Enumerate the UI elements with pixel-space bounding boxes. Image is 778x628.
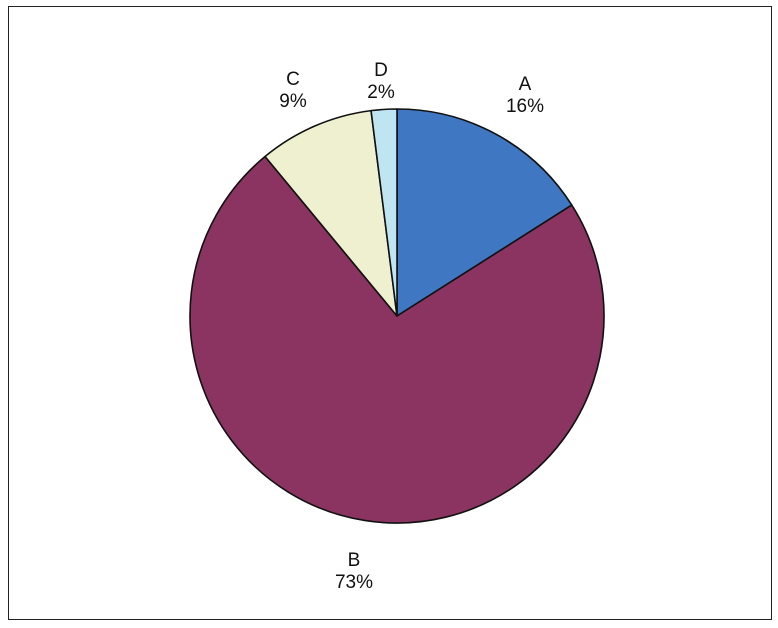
slice-label-b: B 73% (335, 550, 373, 593)
pie-slice-b (189, 155, 605, 524)
slice-category-d: D (374, 60, 388, 81)
pie-labels: A 16% B 73% C 9% D 2% (279, 60, 544, 593)
slice-category-a: A (519, 74, 532, 95)
pie-slice-a (396, 108, 573, 317)
slice-label-c: C 9% (279, 69, 307, 112)
slice-category-c: C (286, 69, 300, 90)
pie-slices (189, 108, 605, 524)
pie-slice-d (370, 108, 398, 317)
pie-slice-c (264, 109, 398, 317)
slice-percent-b: 73% (335, 572, 373, 593)
slice-category-b: B (348, 550, 361, 571)
slice-label-d: D 2% (367, 60, 395, 103)
slice-percent-a: 16% (506, 96, 544, 117)
slice-label-a: A 16% (506, 74, 544, 117)
slice-percent-c: 9% (279, 91, 307, 112)
slice-percent-d: 2% (367, 82, 395, 103)
